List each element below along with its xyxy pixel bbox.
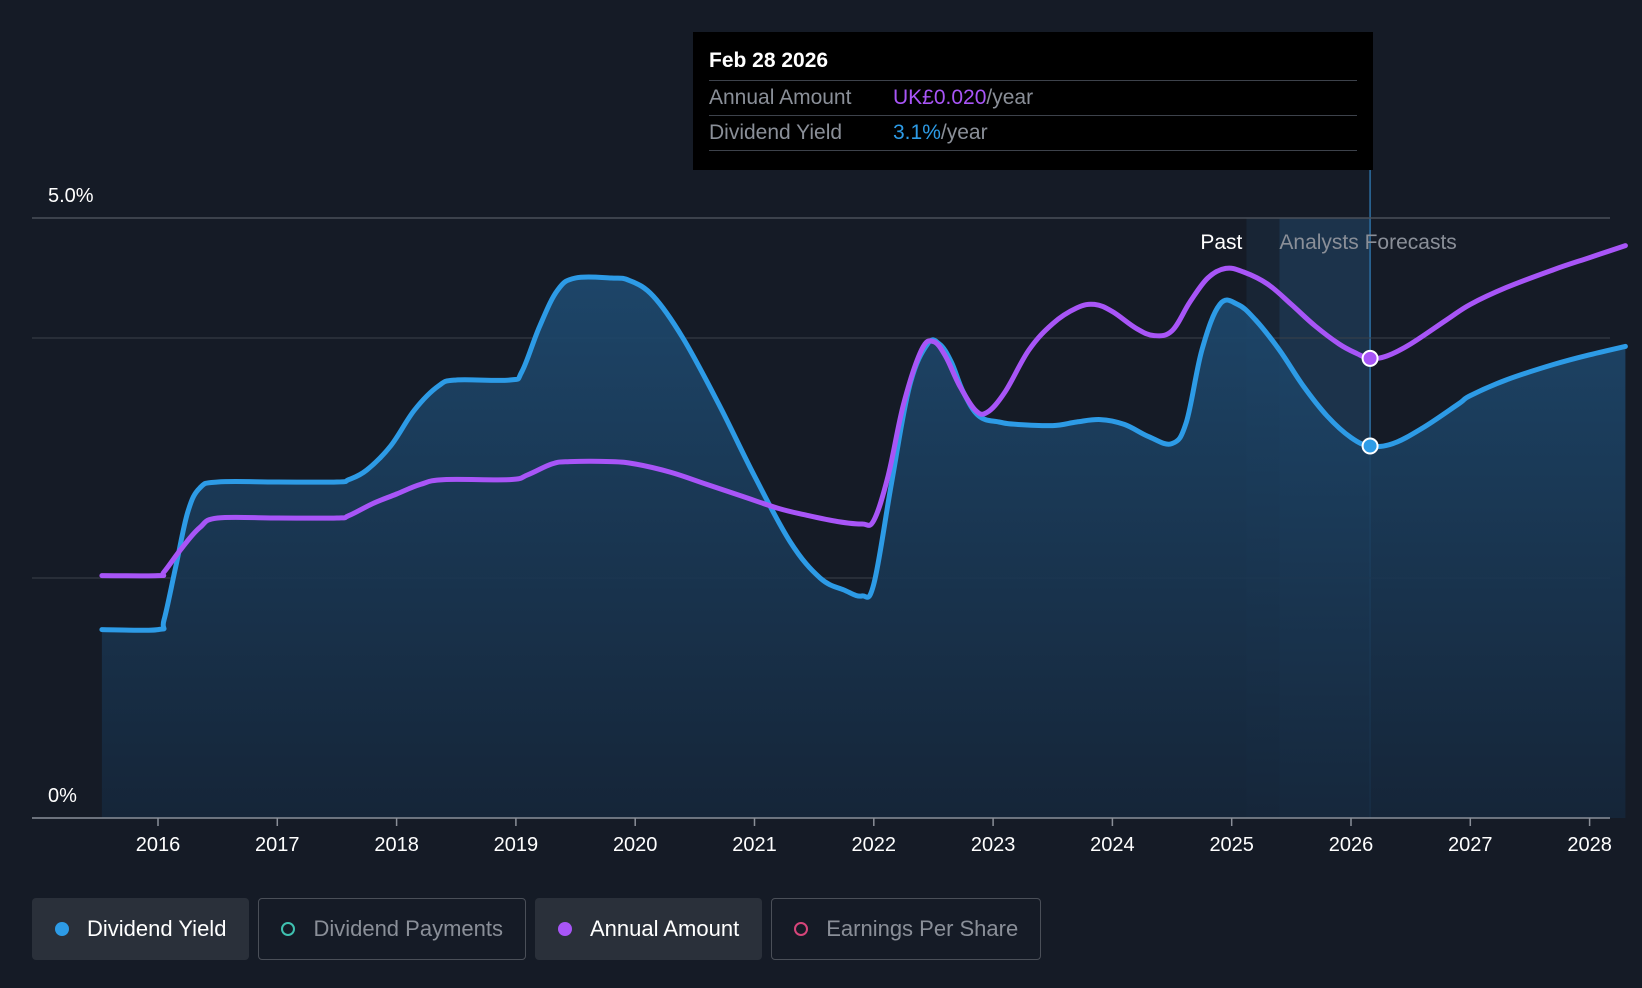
tooltip-row-annual-amount: Annual Amount UK£0.020 /year [709,81,1357,116]
x-tick-label: 2024 [1090,834,1135,856]
forecast-region-label: Analysts Forecasts [1279,231,1456,254]
tooltip-date: Feb 28 2026 [709,46,1357,81]
tooltip-unit: /year [986,86,1034,109]
x-tick-label: 2025 [1209,834,1254,856]
legend-item-dividend-yield[interactable]: Dividend Yield [32,898,250,960]
past-region-label: Past [1200,231,1242,254]
legend-item-annual-amount[interactable]: Annual Amount [534,898,763,960]
legend-item-earnings-per-share[interactable]: Earnings Per Share [771,898,1042,960]
x-tick-label: 2026 [1329,834,1374,856]
legend-dot-icon [281,922,296,936]
x-tick-label: 2021 [732,834,777,856]
yield-area [101,276,1626,818]
legend-dot-icon [557,922,572,936]
legend-label: Annual Amount [589,916,740,941]
chart-legend: Dividend Yield Dividend Payments Annual … [32,898,1042,962]
y-tick-label: 0% [48,785,77,807]
dividend-yield-line [99,274,1628,633]
legend-dot-icon [55,922,69,936]
legend-label: Earnings Per Share [826,916,1019,941]
legend-dot-icon [794,922,809,936]
x-tick-label: 2016 [136,834,181,856]
x-axis: 2016 2017 2018 2019 2020 2021 2022 2023 2024 2025… [32,817,1612,856]
x-tick-label: 2017 [255,834,300,856]
tooltip-label: Dividend Yield [709,121,843,144]
annual-amount-line [99,243,1628,579]
x-tick-label: 2022 [852,834,897,856]
series-lines [99,243,1628,633]
tooltip-unit: /year [940,121,988,144]
annual-amount-marker[interactable] [1361,349,1379,367]
x-tick-label: 2020 [613,834,658,856]
chart-tooltip: Feb 28 2026 Annual Amount UK£0.020 /year… [693,32,1373,170]
tooltip-value: 3.1% [893,121,941,144]
dividend-yield-area [101,276,1626,818]
x-tick-label: 2023 [971,834,1016,856]
y-tick-label: 5.0% [48,185,94,207]
dividend-yield-marker[interactable] [1361,437,1379,455]
legend-label: Dividend Yield [87,916,227,941]
legend-item-dividend-payments[interactable]: Dividend Payments [258,898,526,960]
highlight-markers [1361,349,1379,455]
x-tick-label: 2027 [1448,834,1493,856]
x-tick-label: 2018 [374,834,419,856]
tooltip-label: Annual Amount [709,86,852,109]
x-tick-label: 2019 [494,834,539,856]
legend-label: Dividend Payments [313,916,503,941]
tooltip-row-dividend-yield: Dividend Yield 3.1% /year [709,116,1357,151]
tooltip-value: UK£0.020 [893,86,987,109]
x-tick-label: 2028 [1567,834,1612,856]
